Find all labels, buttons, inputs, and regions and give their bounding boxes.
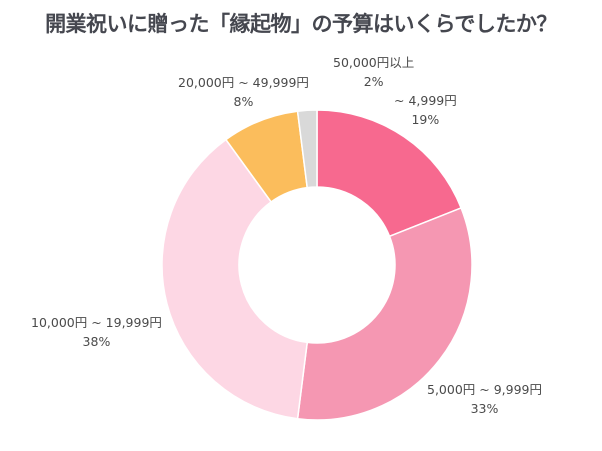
donut-slice-2 [161, 138, 309, 420]
slice-label-4: 50,000円以上 2% [333, 53, 414, 91]
category-label: ~ 4,999円 [394, 93, 457, 108]
slice-label-1: 5,000円 ~ 9,999円 33% [427, 380, 542, 418]
slice-label-0: ~ 4,999円 19% [394, 91, 457, 129]
chart-title: 開業祝いに贈った「縁起物」の予算はいくらでしたか？ [45, 12, 557, 36]
percent-label: 8% [233, 94, 254, 109]
category-label: 50,000円以上 [333, 55, 415, 70]
donut-slice-1 [296, 206, 473, 421]
percent-label: 38% [82, 334, 111, 349]
slice-label-3: 20,000円 ~ 49,999円 8% [178, 73, 309, 111]
slice-label-2: 10,000円 ~ 19,999円 38% [31, 313, 162, 351]
percent-label: 19% [411, 112, 440, 127]
donut-slice-4 [296, 109, 318, 189]
donut-slice-0 [316, 109, 463, 238]
category-label: 20,000円 ~ 49,999円 [178, 75, 309, 90]
category-label: 5,000円 ~ 9,999円 [427, 382, 542, 397]
category-label: 10,000円 ~ 19,999円 [31, 315, 162, 330]
percent-label: 2% [363, 74, 384, 89]
percent-label: 33% [470, 401, 499, 416]
